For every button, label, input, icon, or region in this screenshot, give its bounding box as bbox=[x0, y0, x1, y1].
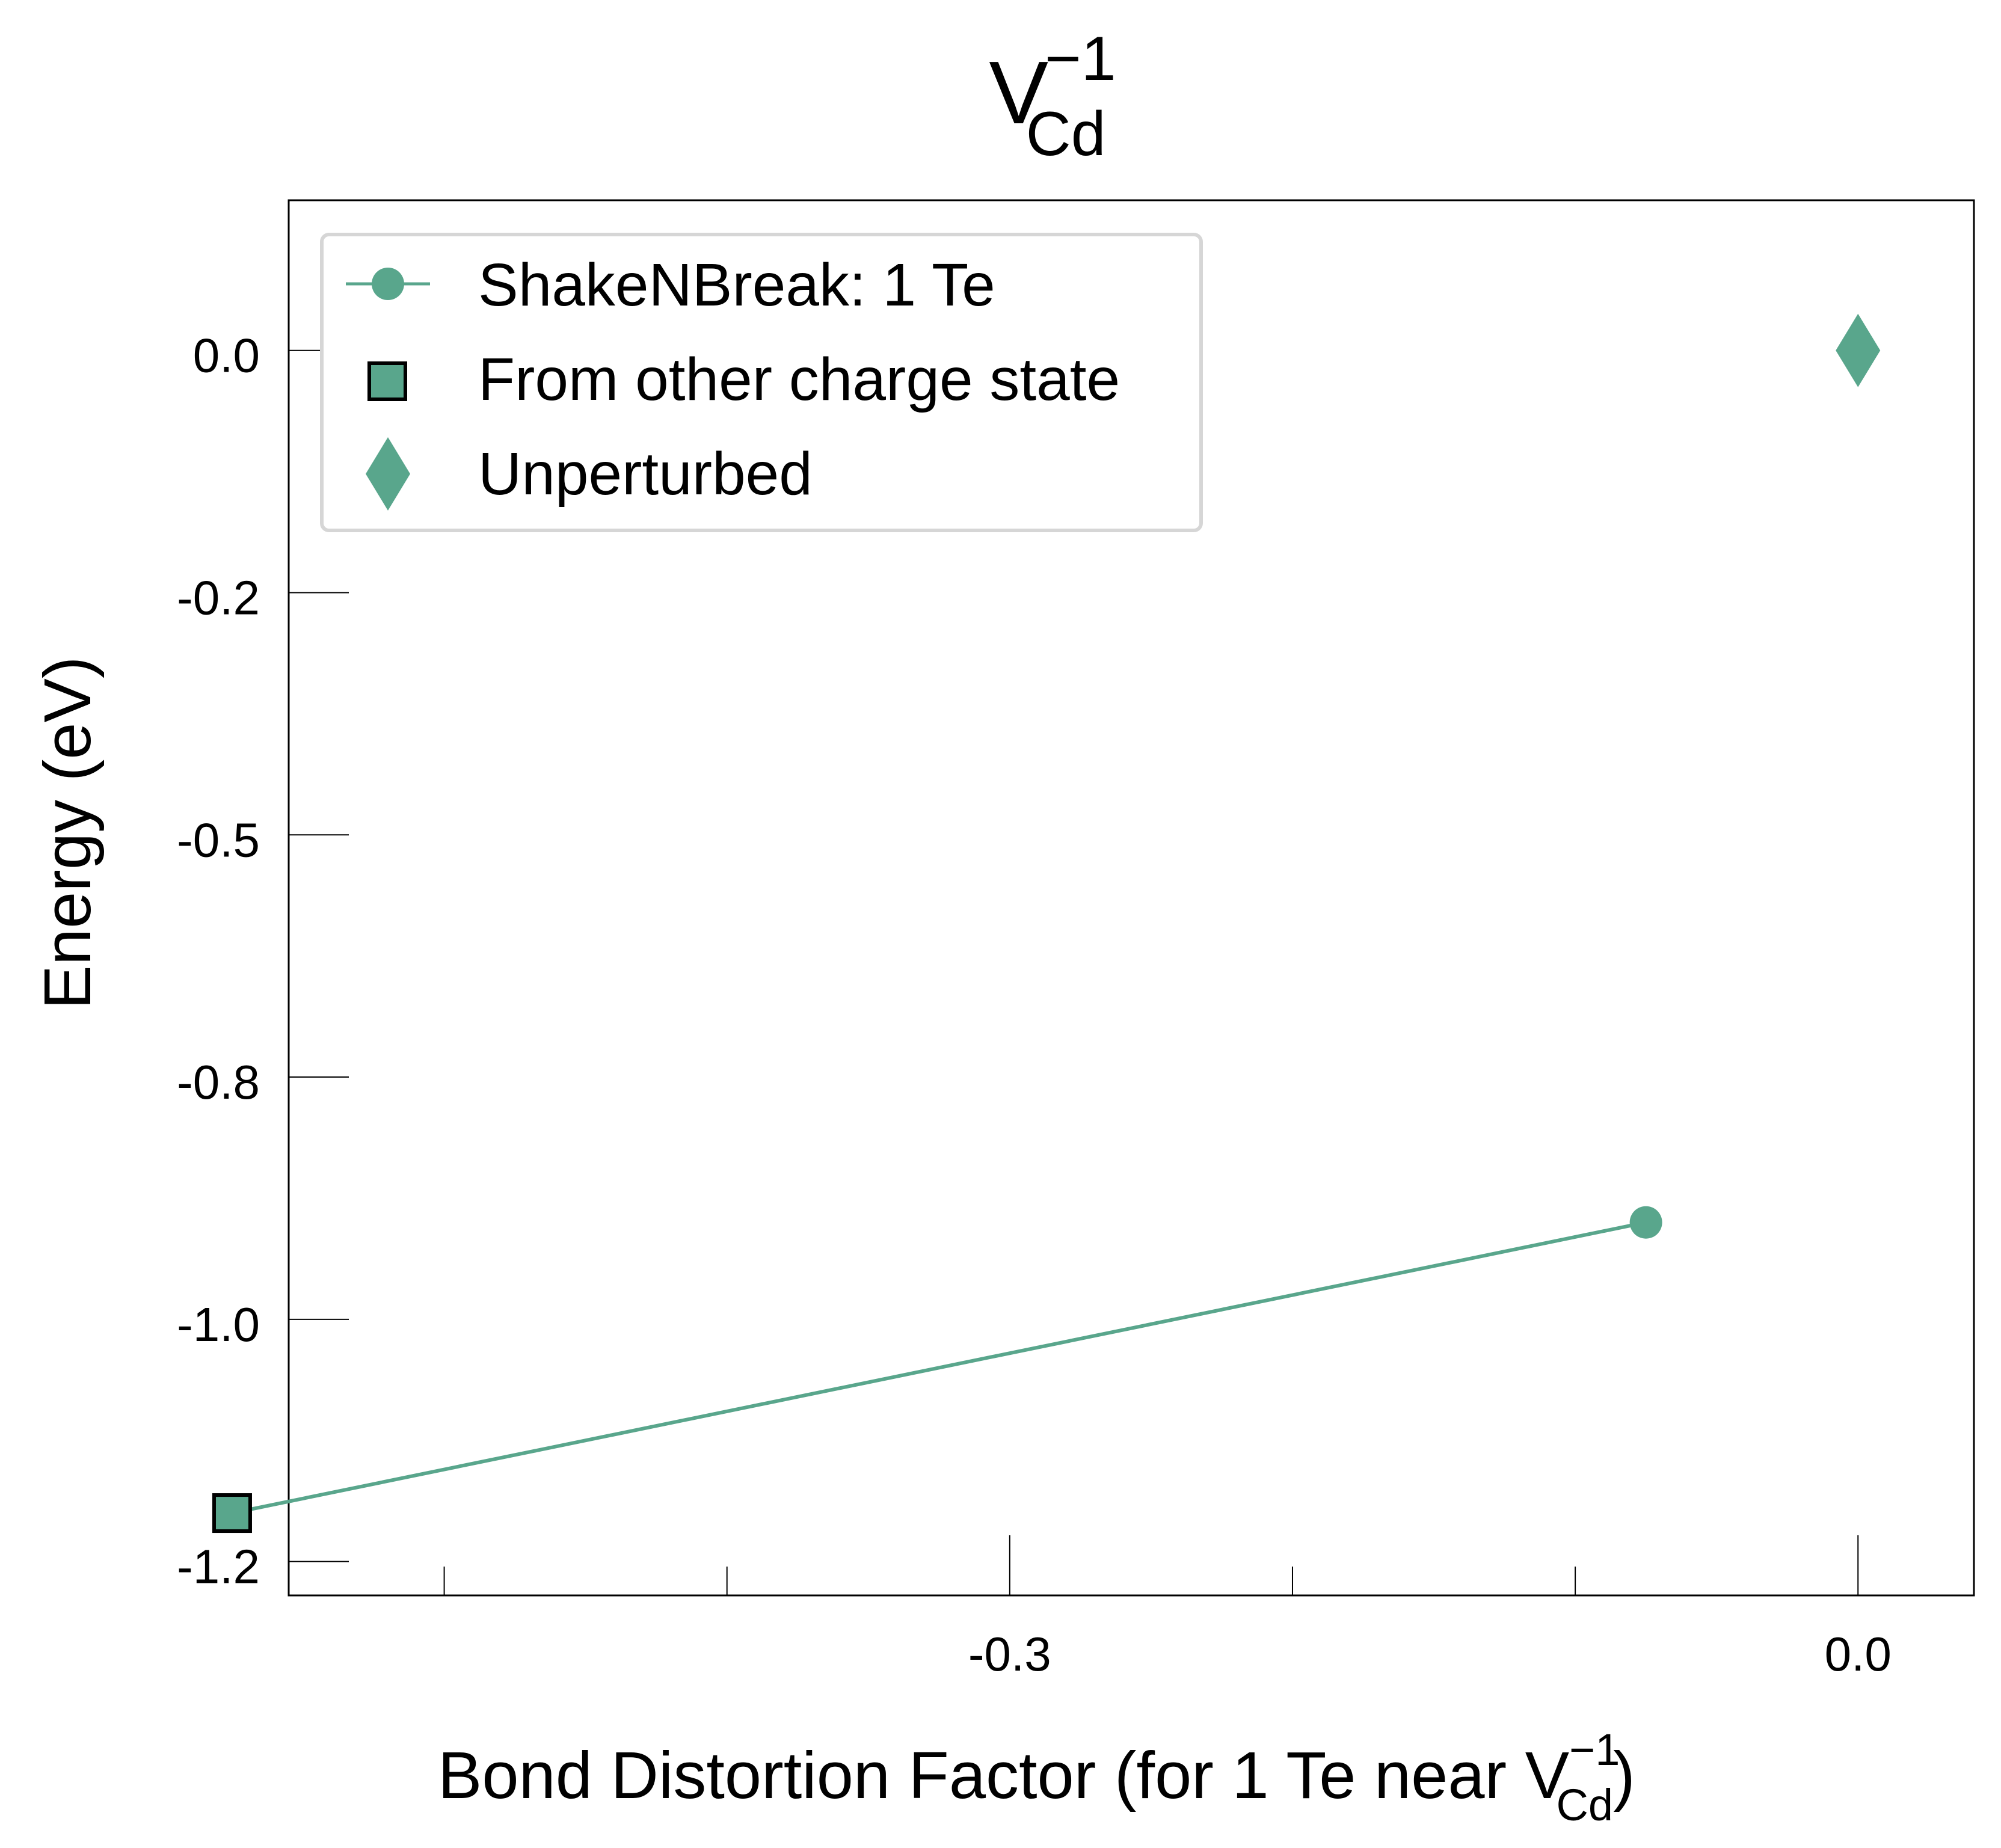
plot-area bbox=[287, 199, 1975, 1597]
y-tick-label: -1.2 bbox=[177, 1540, 260, 1594]
legend-box bbox=[320, 233, 1203, 532]
y-tick-label: -1.0 bbox=[177, 1298, 260, 1351]
data-point-diamond bbox=[1836, 313, 1881, 387]
y-tick-label: 0.0 bbox=[193, 329, 260, 382]
series-line-shakenbreak bbox=[232, 1220, 1647, 1515]
x-axis-label: Bond Distortion Factor (for 1 Te near V−… bbox=[438, 1725, 1635, 1830]
y-tick-label: -0.2 bbox=[177, 571, 260, 625]
legend-entry-other-charge-state: From other charge state bbox=[367, 346, 1120, 413]
y-tick-label: -0.5 bbox=[177, 813, 260, 867]
data-point-circle bbox=[1629, 1206, 1662, 1239]
x-tick-label: -0.3 bbox=[968, 1627, 1051, 1681]
legend-label-shakenbreak: ShakeNBreak: 1 Te bbox=[478, 251, 995, 319]
title-superscript: −1 bbox=[1045, 24, 1116, 94]
chart-title: V−1 Cd bbox=[989, 24, 1116, 169]
x-axis-label-superscript: −1 bbox=[1569, 1725, 1620, 1775]
legend-entry-shakenbreak: ShakeNBreak: 1 Te bbox=[346, 251, 995, 319]
x-axis-ticks: -0.3 0.0 bbox=[443, 1535, 1892, 1681]
legend: ShakeNBreak: 1 Te From other charge stat… bbox=[320, 233, 1203, 532]
x-axis-label-subscript: Cd bbox=[1556, 1780, 1613, 1830]
series-layer bbox=[212, 313, 1881, 1533]
y-axis-label: Energy (eV) bbox=[31, 657, 105, 1010]
legend-diamond-marker bbox=[366, 437, 410, 511]
legend-entry-unperturbed: Unperturbed bbox=[366, 437, 813, 511]
x-axis-label-suffix: ) bbox=[1613, 1739, 1635, 1813]
legend-square-marker bbox=[367, 361, 407, 401]
title-base: V bbox=[989, 43, 1048, 143]
x-axis-label-prefix: Bond Distortion Factor (for 1 Te near V bbox=[438, 1739, 1569, 1813]
y-tick-label: -0.8 bbox=[177, 1055, 260, 1109]
x-tick-label: 0.0 bbox=[1825, 1627, 1892, 1681]
title-subscript: Cd bbox=[1026, 99, 1106, 169]
legend-circle-marker bbox=[372, 268, 404, 300]
legend-label-unperturbed: Unperturbed bbox=[478, 440, 813, 508]
y-axis-ticks: 0.0 -0.2 -0.5 -0.8 -1.0 -1.2 bbox=[177, 329, 349, 1594]
legend-label-other-charge-state: From other charge state bbox=[478, 346, 1120, 413]
data-point-square bbox=[212, 1493, 252, 1533]
